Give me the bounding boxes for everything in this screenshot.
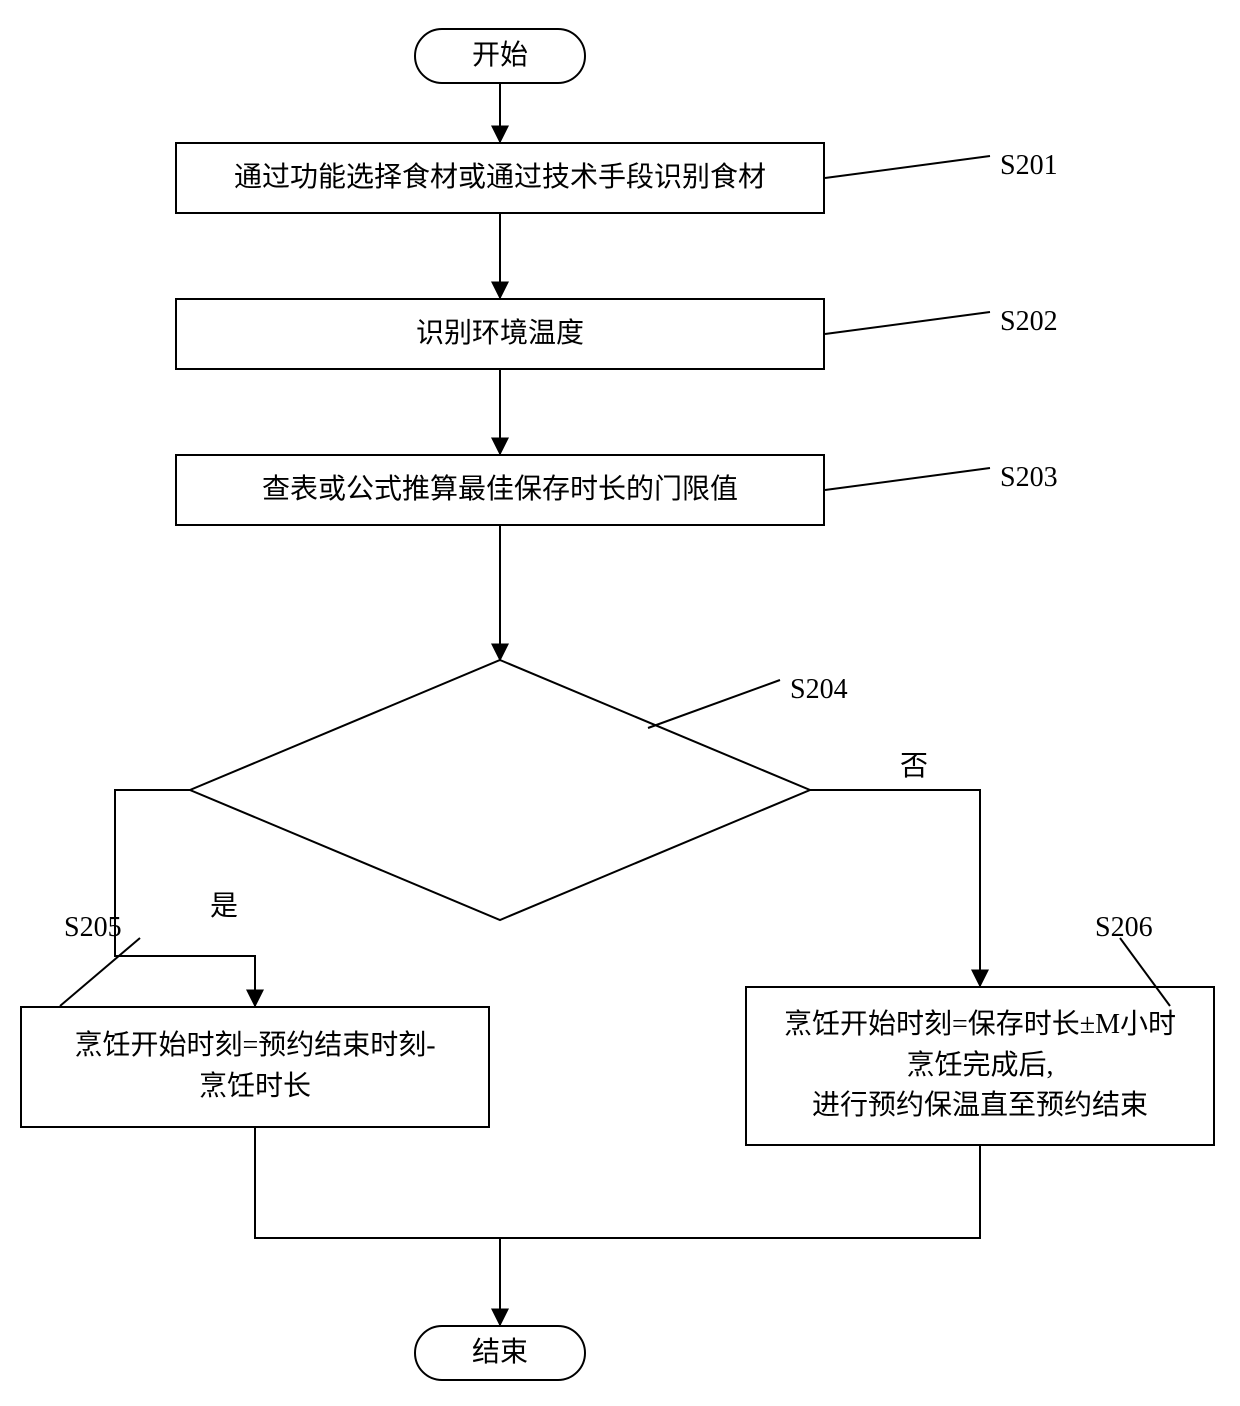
step-label-s204: S204 xyxy=(790,674,848,706)
edge-label-no: 否 xyxy=(900,744,928,784)
node-end-label: 结束 xyxy=(472,1333,528,1374)
node-s201-label: 通过功能选择食材或通过技术手段识别食材 xyxy=(234,158,766,199)
node-start-label: 开始 xyxy=(472,36,528,77)
node-s205-label: 烹饪开始时刻=预约结束时刻- 烹饪时长 xyxy=(74,1026,435,1107)
step-label-s205: S205 xyxy=(64,912,122,944)
node-s203: 查表或公式推算最佳保存时长的门限值 xyxy=(175,454,825,526)
node-s204-label: 判断预约结束时刻是否 ≤保存时长的门限值? xyxy=(330,748,670,829)
step-label-s203: S203 xyxy=(1000,462,1058,494)
node-s206: 烹饪开始时刻=保存时长±M小时 烹饪完成后, 进行预约保温直至预约结束 xyxy=(745,986,1215,1146)
node-s203-label: 查表或公式推算最佳保存时长的门限值 xyxy=(262,470,738,511)
node-start: 开始 xyxy=(414,28,586,84)
node-s205: 烹饪开始时刻=预约结束时刻- 烹饪时长 xyxy=(20,1006,490,1128)
node-end: 结束 xyxy=(414,1325,586,1381)
node-s206-label: 烹饪开始时刻=保存时长±M小时 烹饪完成后, 进行预约保温直至预约结束 xyxy=(784,1005,1176,1127)
node-s202-label: 识别环境温度 xyxy=(416,314,584,355)
edge-label-yes: 是 xyxy=(210,884,238,924)
node-s202: 识别环境温度 xyxy=(175,298,825,370)
node-s201: 通过功能选择食材或通过技术手段识别食材 xyxy=(175,142,825,214)
step-label-s201: S201 xyxy=(1000,150,1058,182)
flowchart-canvas: 开始 通过功能选择食材或通过技术手段识别食材 识别环境温度 查表或公式推算最佳保… xyxy=(0,0,1240,1406)
step-label-s202: S202 xyxy=(1000,306,1058,338)
step-label-s206: S206 xyxy=(1095,912,1153,944)
